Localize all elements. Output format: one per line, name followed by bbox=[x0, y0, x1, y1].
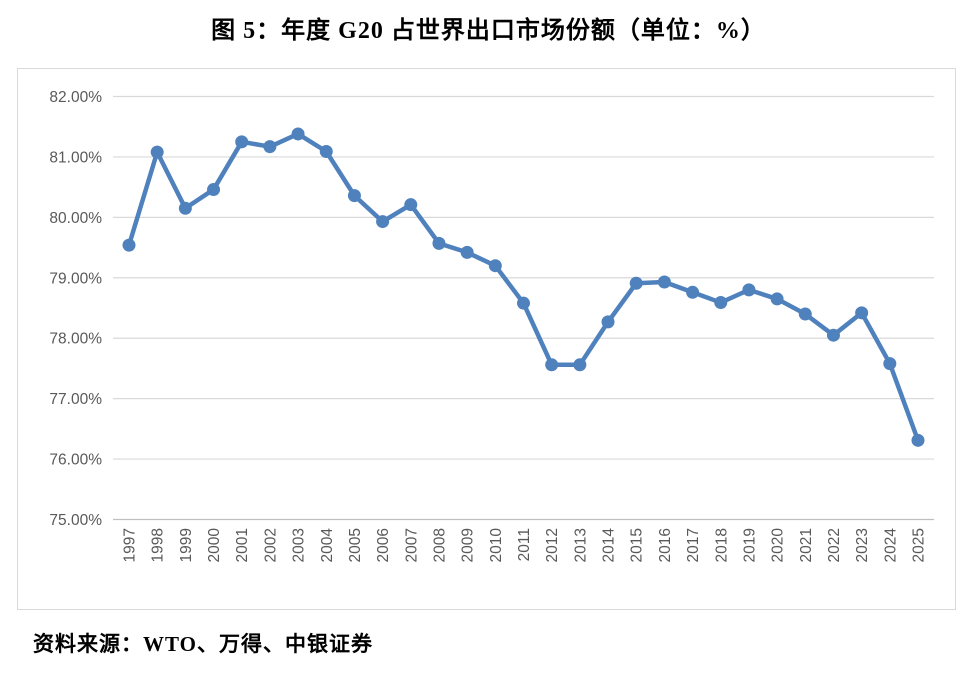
data-point-marker bbox=[263, 140, 277, 154]
data-point-marker bbox=[319, 144, 333, 158]
x-tick-label: 2009 bbox=[460, 528, 477, 562]
x-tick-label: 2012 bbox=[544, 528, 561, 562]
x-tick-label: 2014 bbox=[601, 528, 618, 563]
y-tick-label: 80.00% bbox=[49, 210, 102, 227]
data-point-marker bbox=[178, 201, 192, 215]
x-tick-label: 2010 bbox=[488, 528, 505, 563]
x-tick-label: 2019 bbox=[741, 528, 758, 562]
x-tick-label: 2017 bbox=[685, 528, 702, 562]
data-point-marker bbox=[376, 215, 390, 229]
data-point-marker bbox=[122, 238, 136, 252]
x-tick-label: 2005 bbox=[347, 528, 364, 562]
data-point-marker bbox=[911, 433, 925, 447]
x-tick-label: 2013 bbox=[572, 528, 589, 562]
data-point-marker bbox=[714, 296, 728, 310]
line-chart: 82.00% 81.00% 80.00% 79.00% 78.00% 77.00% 76.0… bbox=[49, 89, 934, 563]
x-tick-label: 2021 bbox=[798, 528, 815, 562]
data-point-marker bbox=[883, 357, 897, 371]
chart-frame: 82.00% 81.00% 80.00% 79.00% 78.00% 77.00% 76.0… bbox=[17, 68, 956, 610]
y-tick-label: 81.00% bbox=[49, 149, 102, 166]
x-tick-label: 2006 bbox=[375, 528, 392, 562]
data-point-marker bbox=[629, 276, 643, 290]
data-point-marker bbox=[235, 135, 249, 149]
x-tick-label: 2020 bbox=[770, 528, 787, 563]
x-tick-label: 2016 bbox=[657, 528, 674, 562]
y-tick-label: 78.00% bbox=[49, 331, 102, 348]
x-tick-label: 2000 bbox=[206, 528, 223, 563]
x-tick-label: 2001 bbox=[234, 528, 251, 562]
x-tick-label: 2018 bbox=[713, 528, 730, 562]
x-tick-label: 2004 bbox=[319, 528, 336, 563]
x-tick-label: 1999 bbox=[178, 528, 195, 562]
data-point-marker bbox=[855, 306, 869, 320]
x-tick-label: 2008 bbox=[431, 528, 448, 562]
data-point-marker bbox=[150, 145, 164, 159]
x-tick-label: 1997 bbox=[122, 528, 139, 562]
data-point-marker bbox=[347, 189, 361, 203]
y-tick-label: 79.00% bbox=[49, 270, 102, 287]
x-tick-label: 2003 bbox=[291, 528, 308, 562]
x-tick-label: 2023 bbox=[854, 528, 871, 562]
data-point-marker bbox=[517, 296, 530, 310]
x-tick-label: 2015 bbox=[629, 528, 646, 562]
x-tick-label: 1998 bbox=[150, 528, 167, 562]
data-point-marker bbox=[742, 283, 756, 297]
data-point-marker bbox=[545, 358, 559, 372]
data-point-marker bbox=[404, 198, 418, 212]
data-point-marker bbox=[826, 328, 840, 342]
data-point-marker bbox=[657, 275, 671, 289]
y-tick-label: 75.00% bbox=[49, 512, 102, 529]
x-tick-label: 2002 bbox=[262, 528, 279, 562]
y-tick-label: 76.00% bbox=[49, 452, 102, 469]
data-point-marker bbox=[207, 183, 221, 197]
data-point-marker bbox=[291, 127, 305, 141]
data-point-marker bbox=[798, 307, 812, 321]
series-line bbox=[126, 131, 921, 443]
data-point-marker bbox=[488, 259, 502, 273]
data-point-marker bbox=[432, 236, 446, 250]
source-note: 资料来源：WTO、万得、中银证券 bbox=[33, 632, 373, 656]
x-tick-label: 2011 bbox=[516, 528, 533, 561]
x-tick-label: 2022 bbox=[826, 528, 843, 562]
data-point-marker bbox=[573, 358, 587, 372]
x-tick-label: 2007 bbox=[403, 528, 420, 562]
chart-title: 图 5：年度 G20 占世界出口市场份额（单位：%） bbox=[211, 18, 766, 44]
data-point-marker bbox=[770, 292, 784, 306]
data-point-marker bbox=[601, 315, 615, 329]
x-tick-label: 2025 bbox=[911, 528, 928, 562]
x-tick-label: 2024 bbox=[882, 528, 899, 563]
y-tick-label: 77.00% bbox=[49, 391, 102, 408]
y-tick-label: 82.00% bbox=[49, 89, 102, 106]
data-point-marker bbox=[460, 245, 474, 259]
data-point-marker bbox=[686, 285, 700, 299]
